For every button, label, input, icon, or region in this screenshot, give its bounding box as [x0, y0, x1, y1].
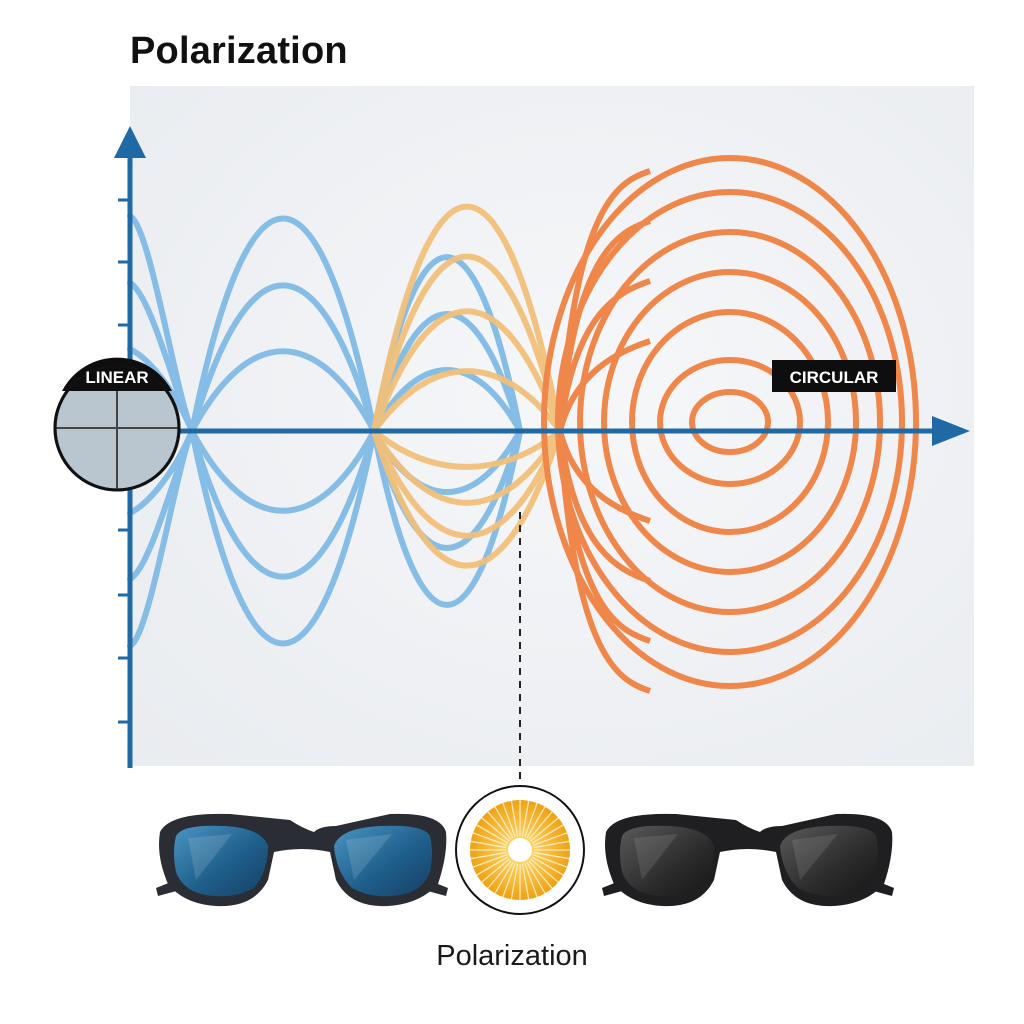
- linear-wave: [189, 282, 377, 434]
- linear-wave: [189, 428, 377, 580]
- linear-wave: [189, 428, 377, 647]
- linear-wave: [189, 215, 377, 434]
- sun-ray: [526, 861, 546, 894]
- circular-label-box: CIRCULAR: [772, 360, 896, 392]
- linear-wave: [127, 213, 195, 434]
- page-title: Polarization: [130, 30, 348, 72]
- linear-wave: [189, 428, 377, 514]
- circular-wave: [557, 430, 651, 694]
- sun-ray: [532, 832, 568, 846]
- circular-label: CIRCULAR: [790, 368, 879, 387]
- transition-wave: [371, 308, 563, 434]
- dark-sunglasses-icon: [602, 813, 894, 907]
- sun-ray: [494, 806, 514, 839]
- transition-wave: [371, 253, 563, 434]
- transition-wave: [371, 368, 563, 434]
- sun-ray: [481, 858, 510, 883]
- sun-ray: [524, 802, 538, 838]
- sun-ray: [470, 851, 507, 860]
- linear-wave: [371, 366, 523, 434]
- sun-ray: [494, 861, 514, 894]
- linear-wave: [371, 428, 523, 608]
- sun-ray: [533, 840, 570, 849]
- sun-ray: [510, 863, 519, 900]
- circular-wave: [557, 430, 651, 524]
- sun-ray: [524, 862, 538, 898]
- transition-wave: [371, 203, 563, 434]
- linear-wave: [189, 348, 377, 434]
- sun-ray: [530, 858, 559, 883]
- sun-ray: [472, 832, 508, 846]
- x-axis: [130, 416, 970, 446]
- circular-wave: [541, 155, 919, 689]
- circular-wave: [601, 269, 859, 575]
- circular-wave: [557, 168, 651, 432]
- sun-ray: [502, 862, 516, 898]
- sun-ray: [521, 863, 530, 900]
- sun-ray: [476, 824, 509, 844]
- circular-wave: [577, 229, 883, 615]
- sun-ray: [521, 800, 530, 837]
- y-axis-arrow-icon: [114, 126, 146, 158]
- linear-wave: [127, 428, 195, 649]
- sun-ray: [481, 817, 510, 842]
- sun-ray: [470, 840, 507, 849]
- sun-ray: [528, 811, 553, 840]
- sun-filter-icon: [455, 785, 585, 915]
- transition-waves: [371, 203, 563, 569]
- linear-polarizer-icon: [53, 357, 181, 492]
- sun-ray: [476, 856, 509, 876]
- diagram-panel: [130, 86, 974, 766]
- x-axis-arrow-icon: [932, 416, 970, 446]
- caption: Polarization: [436, 940, 588, 972]
- linear-label: LINEAR: [85, 368, 148, 387]
- transition-wave: [371, 428, 563, 569]
- circular-waves: [541, 155, 919, 694]
- sun-ray: [510, 800, 519, 837]
- sun-ray: [487, 860, 512, 889]
- circular-wave: [657, 357, 803, 487]
- sun-ray: [533, 851, 570, 860]
- transition-wave: [371, 428, 563, 506]
- circular-wave: [629, 309, 831, 535]
- transition-wave: [371, 428, 563, 470]
- transition-wave: [371, 428, 563, 539]
- blue-sunglasses-icon: [156, 813, 448, 907]
- sun-ray: [531, 824, 564, 844]
- sun-ray: [472, 854, 508, 868]
- sun-ray: [502, 802, 516, 838]
- sun-ray: [531, 856, 564, 876]
- sun-ray: [530, 817, 559, 842]
- sun-ray: [532, 854, 568, 868]
- circular-wave: [689, 389, 771, 455]
- circular-wave: [557, 338, 651, 432]
- sun-ray: [487, 811, 512, 840]
- sun-ray: [528, 860, 553, 889]
- sun-ray: [526, 806, 546, 839]
